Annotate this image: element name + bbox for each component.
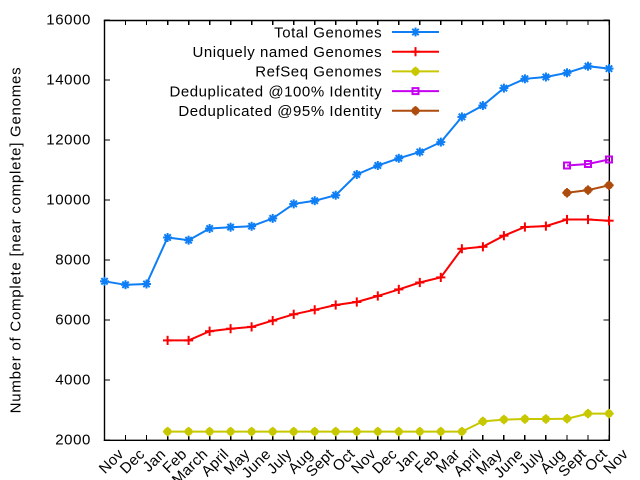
- svg-text:10000: 10000: [46, 192, 91, 209]
- svg-text:Number of Complete [near compl: Number of Complete [near complete] Genom…: [8, 67, 25, 414]
- svg-text:6000: 6000: [55, 312, 91, 329]
- svg-text:Deduplicated @95% Identity: Deduplicated @95% Identity: [178, 103, 382, 120]
- svg-text:12000: 12000: [46, 132, 91, 149]
- svg-text:8000: 8000: [55, 252, 91, 269]
- svg-text:Total Genomes: Total Genomes: [274, 24, 382, 41]
- svg-text:4000: 4000: [55, 372, 91, 389]
- svg-text:16000: 16000: [46, 12, 91, 29]
- svg-text:RefSeq Genomes: RefSeq Genomes: [255, 64, 382, 81]
- svg-text:Deduplicated @100% Identity: Deduplicated @100% Identity: [169, 83, 382, 100]
- svg-text:2000: 2000: [55, 432, 91, 449]
- svg-text:Uniquely named Genomes: Uniquely named Genomes: [192, 44, 382, 61]
- svg-text:14000: 14000: [46, 72, 91, 89]
